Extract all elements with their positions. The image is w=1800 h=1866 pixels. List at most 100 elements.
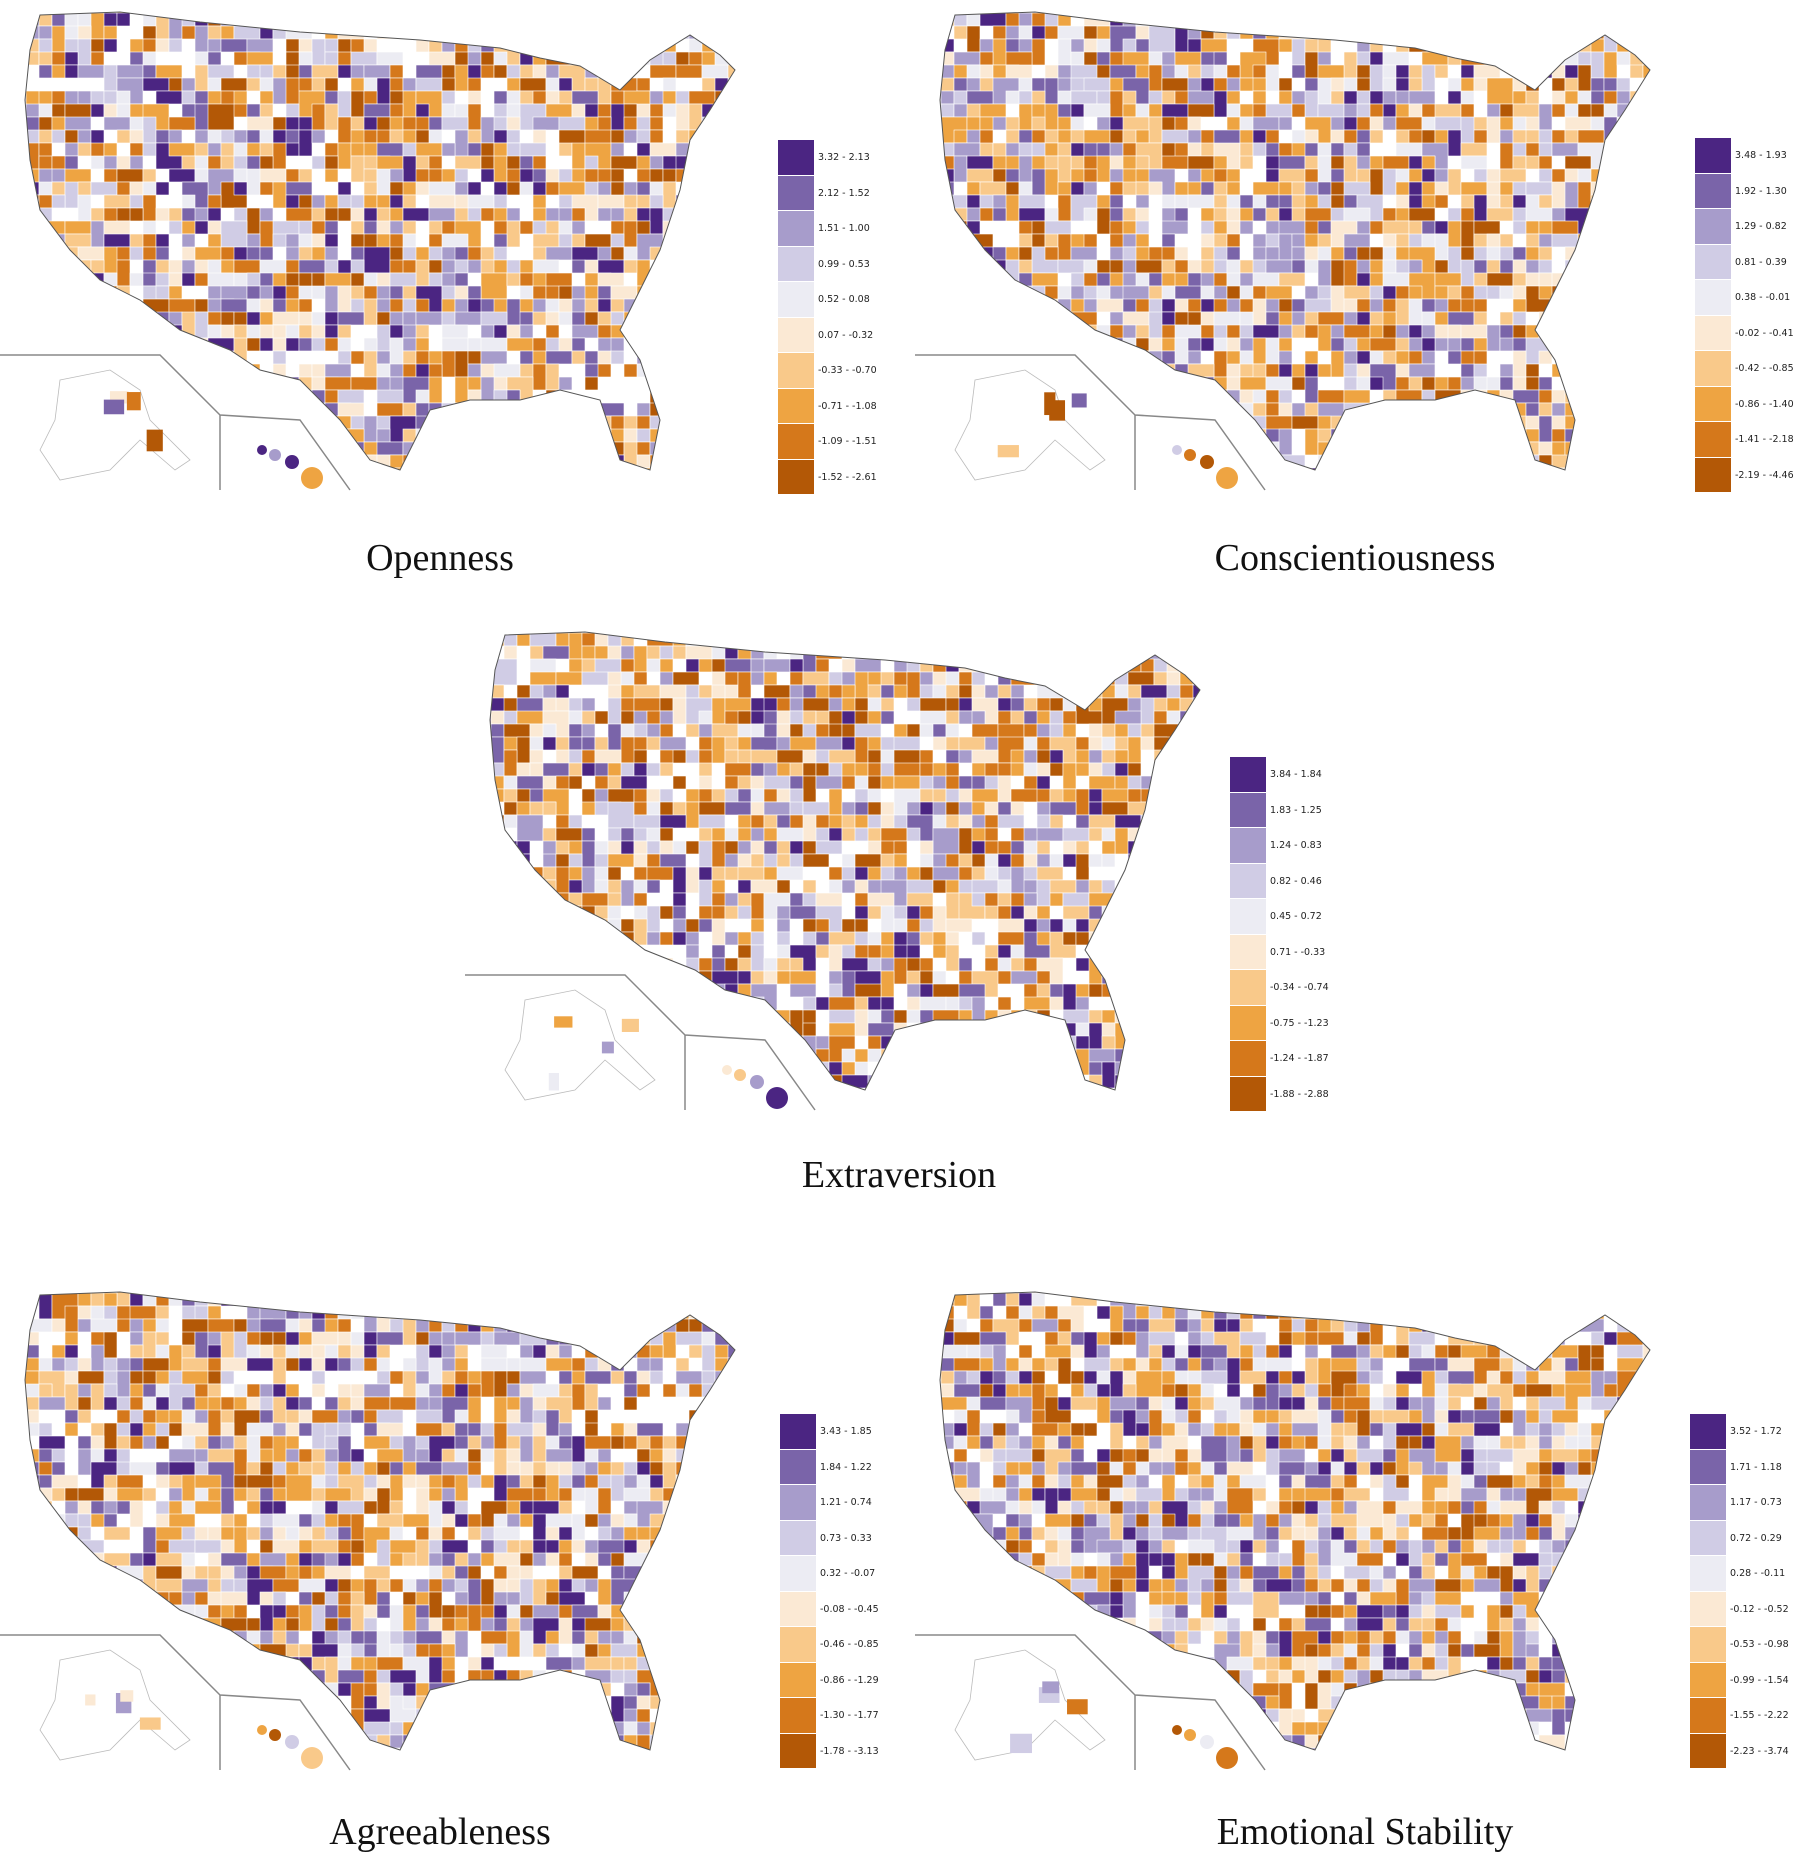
us-county-map: [0, 1291, 736, 1771]
legend-label: 0.82 - 0.46: [1270, 875, 1322, 887]
legend-swatch: [780, 1662, 816, 1698]
legend-swatch: [1690, 1485, 1726, 1521]
legend-swatch: [1690, 1591, 1726, 1627]
legend-row: 0.28 - -0.11: [1690, 1556, 1800, 1592]
legend-swatch: [1230, 792, 1266, 828]
legend-label: -1.09 - -1.51: [818, 436, 877, 448]
legend-row: -1.09 - -1.51: [778, 424, 898, 460]
legend-swatch: [1230, 1041, 1266, 1077]
legend-swatch: [778, 353, 814, 389]
legend-label: -0.12 - -0.52: [1730, 1603, 1789, 1615]
hawaii-island: [1200, 455, 1214, 469]
legend-row: -1.52 - -2.61: [778, 459, 898, 495]
legend-label: 1.21 - 0.74: [820, 1497, 872, 1509]
legend-row: -1.78 - -3.13: [780, 1733, 900, 1769]
hawaii-island: [285, 1735, 299, 1749]
legend-label: -0.86 - -1.29: [820, 1674, 879, 1686]
title-emotional-stability: Emotional Stability: [1216, 1811, 1514, 1853]
legend-row: 0.72 - 0.29: [1690, 1520, 1800, 1556]
legend-label: 3.52 - 1.72: [1730, 1426, 1782, 1438]
legend-label: 1.92 - 1.30: [1735, 185, 1787, 197]
legend-row: 0.82 - 0.46: [1230, 863, 1350, 899]
alaska-inset: [954, 1649, 1106, 1761]
legend-label: -2.19 - -4.46: [1735, 469, 1794, 481]
legend-row: -0.02 - -0.41: [1695, 315, 1800, 351]
us-county-map: [0, 11, 736, 491]
legend-swatch: [1230, 934, 1266, 970]
legend-label: 1.83 - 1.25: [1270, 804, 1322, 816]
panel-emotional-stability: 3.52 - 1.72 1.71 - 1.18 1.17 - 0.73 0.72 - …: [915, 1280, 1800, 1866]
inset-frame: [465, 974, 816, 1111]
legend-row: 0.07 - -0.32: [778, 317, 898, 353]
legend-label: -1.41 - -2.18: [1735, 434, 1794, 446]
legend-swatch: [1690, 1520, 1726, 1556]
legend-row: 0.32 - -0.07: [780, 1556, 900, 1592]
legend-label: -1.88 - -2.88: [1270, 1088, 1329, 1100]
panel-openness: 3.32 - 2.13 2.12 - 1.52 1.51 - 1.00 0.99 - …: [0, 0, 877, 590]
legend-swatch: [780, 1698, 816, 1734]
us-county-map: [465, 631, 1201, 1111]
legend-row: 3.43 - 1.85: [780, 1414, 900, 1450]
legend-row: -0.12 - -0.52: [1690, 1591, 1800, 1627]
legend-row: 1.51 - 1.00: [778, 211, 898, 247]
legend-emotional-stability: 3.52 - 1.72 1.71 - 1.18 1.17 - 0.73 0.72 - …: [1690, 1414, 1800, 1769]
hawaii-island: [734, 1069, 746, 1081]
map-extraversion: [465, 620, 1225, 1120]
legend-swatch: [1230, 899, 1266, 935]
hawaii-island: [301, 1747, 323, 1769]
legend-label: 2.12 - 1.52: [818, 187, 870, 199]
legend-row: -0.71 - -1.08: [778, 388, 898, 424]
legend-swatch: [1695, 386, 1731, 422]
alaska-inset: [954, 369, 1106, 481]
legend-label: -0.02 - -0.41: [1735, 327, 1794, 339]
legend-swatch: [1230, 863, 1266, 899]
hawaii-island: [1200, 1735, 1214, 1749]
legend-row: 1.17 - 0.73: [1690, 1485, 1800, 1521]
legend-row: 0.45 - 0.72: [1230, 899, 1350, 935]
legend-conscientiousness: 3.48 - 1.93 1.92 - 1.30 1.29 - 0.82 0.81 - …: [1695, 138, 1800, 493]
legend-row: -1.55 - -2.22: [1690, 1698, 1800, 1734]
legend-swatch: [778, 282, 814, 318]
legend-swatch: [1695, 173, 1731, 209]
legend-row: -0.99 - -1.54: [1690, 1662, 1800, 1698]
legend-row: -0.53 - -0.98: [1690, 1627, 1800, 1663]
legend-swatch: [778, 246, 814, 282]
legend-label: -2.23 - -3.74: [1730, 1745, 1789, 1757]
legend-label: 1.29 - 0.82: [1735, 221, 1787, 233]
legend-swatch: [1695, 422, 1731, 458]
inset-frame: [0, 1634, 351, 1771]
legend-swatch: [780, 1733, 816, 1769]
title-extraversion: Extraversion: [801, 1154, 997, 1196]
legend-label: -0.86 - -1.40: [1735, 398, 1794, 410]
hawaii-island: [1184, 449, 1196, 461]
legend-swatch: [1690, 1627, 1726, 1663]
legend-label: 1.17 - 0.73: [1730, 1497, 1782, 1509]
legend-row: 1.24 - 0.83: [1230, 828, 1350, 864]
legend-label: -0.99 - -1.54: [1730, 1674, 1789, 1686]
legend-row: 0.52 - 0.08: [778, 282, 898, 318]
hawaii-island: [766, 1087, 788, 1109]
title-agreeableness: Agreeableness: [329, 1811, 551, 1853]
legend-swatch: [780, 1556, 816, 1592]
hawaii-island: [722, 1065, 732, 1075]
legend-label: -1.55 - -2.22: [1730, 1710, 1789, 1722]
us-county-map: [915, 11, 1651, 491]
legend-label: -1.24 - -1.87: [1270, 1053, 1329, 1065]
legend-row: 1.21 - 0.74: [780, 1485, 900, 1521]
legend-swatch: [1230, 757, 1266, 793]
map-openness: [0, 0, 760, 500]
legend-row: -1.41 - -2.18: [1695, 422, 1800, 458]
legend-row: -0.33 - -0.70: [778, 353, 898, 389]
legend-label: 0.99 - 0.53: [818, 258, 870, 270]
legend-swatch: [780, 1520, 816, 1556]
hawaii-island: [257, 445, 267, 455]
title-conscientiousness: Conscientiousness: [1214, 537, 1496, 579]
map-conscientiousness: [915, 0, 1675, 500]
legend-row: 0.71 - -0.33: [1230, 934, 1350, 970]
legend-label: -0.53 - -0.98: [1730, 1639, 1789, 1651]
legend-label: 3.84 - 1.84: [1270, 769, 1322, 781]
legend-swatch: [1690, 1733, 1726, 1769]
legend-row: -1.30 - -1.77: [780, 1698, 900, 1734]
alaska-inset: [39, 1649, 191, 1761]
alaska-inset: [504, 989, 656, 1101]
